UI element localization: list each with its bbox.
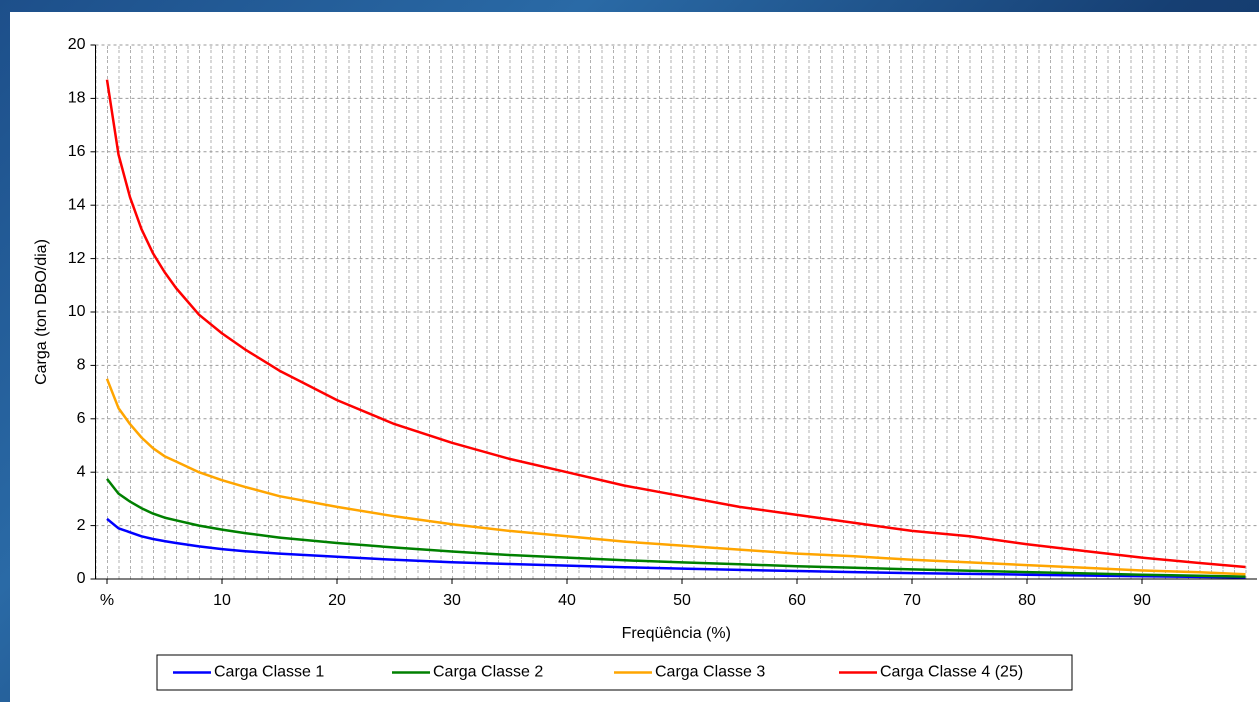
x-tick-label: 90 bbox=[1133, 592, 1151, 609]
y-tick-label: 16 bbox=[68, 143, 86, 160]
legend-label: Carga Classe 3 bbox=[655, 664, 765, 681]
y-tick-label: 10 bbox=[68, 303, 86, 320]
y-tick-label: 20 bbox=[68, 36, 86, 53]
y-tick-label: 2 bbox=[77, 517, 86, 534]
y-tick-label: 14 bbox=[68, 196, 86, 213]
x-tick-label: 50 bbox=[673, 592, 691, 609]
x-tick-label: 10 bbox=[213, 592, 231, 609]
legend-label: Carga Classe 4 (25) bbox=[880, 664, 1023, 681]
y-tick-label: 18 bbox=[68, 90, 86, 107]
x-tick-label: % bbox=[100, 592, 114, 609]
series-line bbox=[106, 517, 1246, 579]
y-tick-label: 12 bbox=[68, 250, 86, 267]
y-tick-label: 8 bbox=[77, 357, 86, 374]
x-tick-label: 20 bbox=[328, 592, 346, 609]
y-axis-label: Carga (ton DBO/dia) bbox=[33, 239, 50, 385]
legend-label: Carga Classe 2 bbox=[433, 664, 543, 681]
x-tick-label: 40 bbox=[558, 592, 576, 609]
series-line bbox=[106, 478, 1246, 578]
y-tick-label: 6 bbox=[77, 410, 86, 427]
series-line bbox=[105, 79, 1246, 569]
x-tick-label: 70 bbox=[903, 592, 921, 609]
series-line bbox=[105, 378, 1246, 576]
x-tick-label: 80 bbox=[1018, 592, 1036, 609]
x-tick-label: 60 bbox=[788, 592, 806, 609]
y-tick-label: 0 bbox=[77, 570, 86, 587]
legend: Carga Classe 1 Carga Classe 2 Carga Classe… bbox=[156, 654, 1073, 691]
x-axis-label: Freqüência (%) bbox=[622, 625, 731, 642]
y-tick-label: 4 bbox=[77, 463, 86, 480]
legend-label: Carga Classe 1 bbox=[214, 664, 324, 681]
x-tick-label: 30 bbox=[443, 592, 461, 609]
